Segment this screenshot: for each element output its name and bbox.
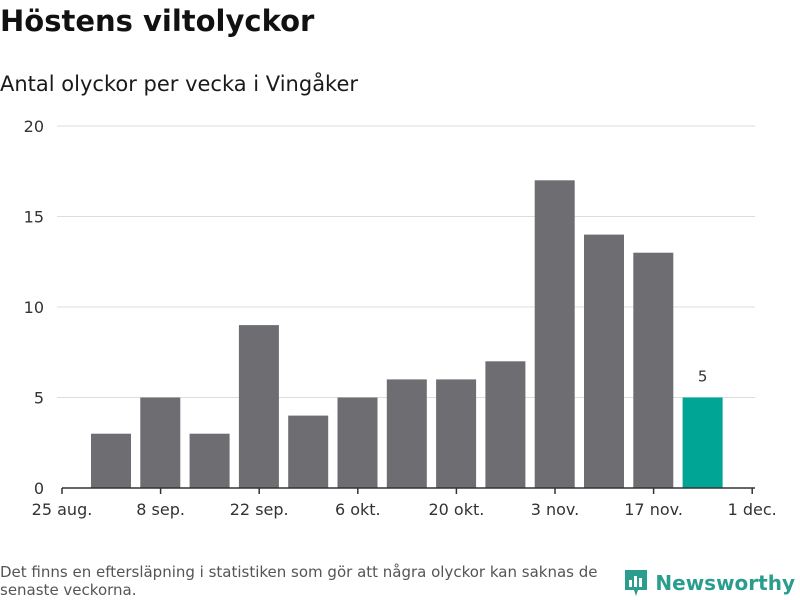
- bar-chart: 0 5 10 15 20 5 25 aug. 8 sep. 22 sep. 6 okt. 20 ok…: [24, 117, 777, 519]
- y-tick-label: 5: [34, 389, 44, 408]
- chart-subtitle: Antal olyckor per vecka i Vingåker: [0, 72, 359, 96]
- newsworthy-logo-icon: [625, 570, 648, 596]
- bar: [633, 252, 674, 488]
- bar: [238, 325, 279, 488]
- x-tick-label: 17 nov.: [624, 500, 683, 519]
- footnote: Det finns en eftersläpning i statistiken…: [0, 563, 598, 599]
- bar: [140, 397, 181, 488]
- bar-highlighted: [682, 397, 723, 488]
- brand-name: Newsworthy: [655, 571, 795, 595]
- bar: [337, 397, 378, 488]
- y-tick-label: 20: [24, 117, 44, 136]
- bar: [485, 361, 526, 488]
- bar: [534, 180, 575, 489]
- x-tick-label: 8 sep.: [136, 500, 185, 519]
- bar: [189, 433, 230, 488]
- bar: [91, 433, 131, 488]
- bar: [436, 379, 477, 488]
- data-label: 5: [698, 368, 708, 386]
- y-tick-label: 0: [34, 479, 44, 498]
- x-tick-label: 20 okt.: [428, 500, 484, 519]
- x-tick-label: 6 okt.: [335, 500, 381, 519]
- y-tick-label: 10: [24, 298, 44, 317]
- y-tick-label: 15: [24, 208, 44, 227]
- x-tick-label: 3 nov.: [531, 500, 580, 519]
- bar: [584, 234, 624, 488]
- bar: [386, 379, 427, 488]
- chart-title: Höstens viltolyckor: [0, 4, 315, 38]
- x-tick-label: 22 sep.: [230, 500, 289, 519]
- x-tick-label: 1 dec.: [728, 500, 777, 519]
- bar: [288, 415, 329, 488]
- x-tick-label: 25 aug.: [32, 500, 93, 519]
- brand: Newsworthy: [623, 568, 795, 598]
